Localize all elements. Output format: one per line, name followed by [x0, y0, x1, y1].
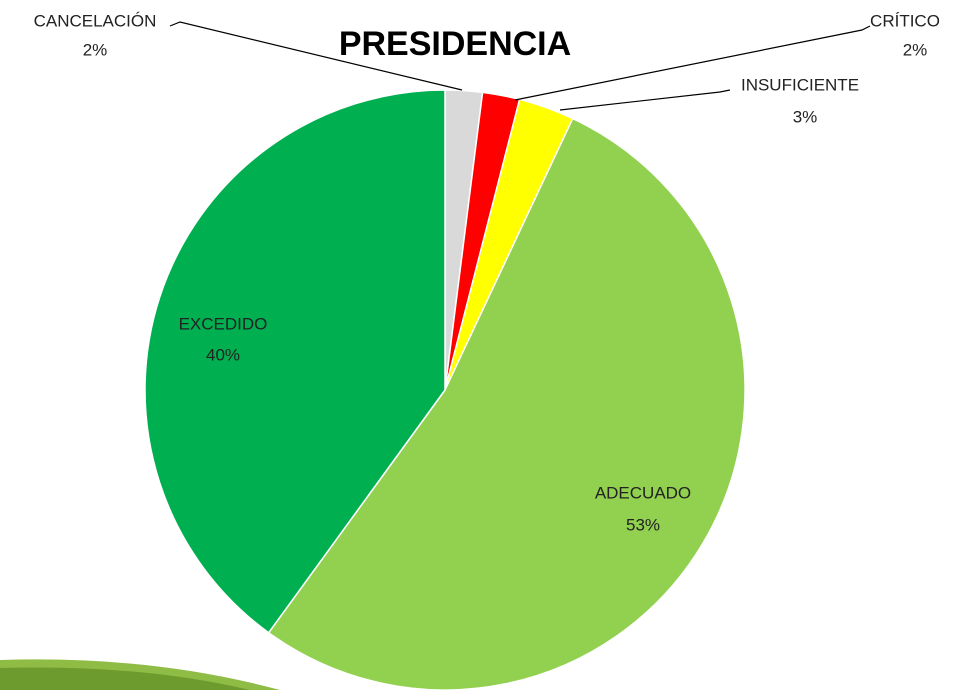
leader-line [514, 25, 871, 101]
slice-value-label: 3% [793, 107, 818, 126]
slice-category-label: CRÍTICO [870, 11, 940, 30]
slice-category-label: CANCELACIÓN [34, 11, 157, 30]
chart-title: PRESIDENCIA [339, 25, 571, 63]
slice-category-label: EXCEDIDO [179, 314, 268, 333]
pie-slice [267, 117, 746, 690]
slice-category-label: INSUFICIENTE [741, 75, 859, 94]
labels: CANCELACIÓN 2% CRÍTICO 2% INSUFICIENTE 3% ADEC… [34, 11, 940, 534]
slice-value-label: 2% [83, 40, 108, 59]
pie-slice [144, 89, 446, 634]
decoration-swoosh [0, 667, 250, 690]
slice-value-label: 40% [206, 345, 240, 364]
pie [144, 89, 746, 690]
slice-value-label: 2% [903, 40, 928, 59]
slice-category-label: ADECUADO [595, 483, 691, 502]
leader-line [169, 21, 463, 91]
slice-value-label: 53% [626, 515, 660, 534]
leader-line [559, 89, 731, 111]
